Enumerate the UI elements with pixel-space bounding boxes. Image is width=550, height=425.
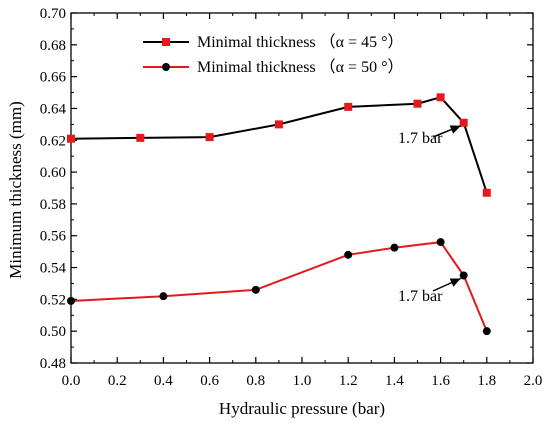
series-1-point (274, 120, 283, 129)
y-tick-label: 0.60 (40, 165, 66, 181)
x-axis-title: Hydraulic pressure (bar) (219, 399, 385, 418)
series-1-point (344, 102, 353, 111)
x-tick-label: 2.0 (524, 373, 543, 389)
series-2-point (436, 238, 445, 247)
x-tick-label: 1.6 (431, 373, 450, 389)
series-1-point (136, 133, 145, 142)
x-tick-label: 1.2 (339, 373, 358, 389)
series-2-line (70, 241, 488, 332)
x-tick-label: 0.8 (246, 373, 265, 389)
legend-label-series-2: Minimal thickness （α = 50 °） (197, 58, 403, 76)
y-tick-label: 0.50 (40, 324, 66, 340)
annotation-arrows (432, 125, 462, 292)
annotation-label-series-2: 1.7 bar (398, 288, 443, 305)
legend: Minimal thickness （α = 45 °） Minimal thi… (197, 33, 403, 76)
series-2-point (67, 296, 75, 305)
y-tick-label: 0.52 (40, 292, 66, 308)
y-tick-label: 0.56 (40, 229, 67, 245)
y-tick-label: 0.66 (40, 70, 67, 86)
legend-marker-series-2 (162, 63, 170, 71)
x-tick-label: 1.8 (477, 373, 496, 389)
legend-label-series-1: Minimal thickness （α = 45 °） (197, 33, 403, 51)
series-1-point (205, 133, 214, 142)
annotation-arrow-head (449, 278, 461, 287)
series-1-point (482, 188, 491, 197)
annotation-arrow-head (449, 125, 461, 134)
y-tick-label: 0.62 (40, 133, 66, 149)
x-tick-label: 0.0 (62, 373, 81, 389)
series-2-point (459, 271, 468, 280)
series-1-point (459, 118, 468, 127)
series-2-point (390, 243, 399, 252)
series-1-point (413, 99, 422, 108)
y-axis-title: Minimum thickness (mm) (6, 101, 25, 279)
x-tick-label: 0.6 (200, 373, 219, 389)
y-tick-label: 0.68 (40, 38, 66, 54)
x-tick-label: 0.4 (154, 373, 173, 389)
annotations: 1.7 bar 1.7 bar (398, 130, 443, 305)
data-series (67, 93, 491, 336)
series-2-point (482, 327, 491, 336)
legend-samples (143, 38, 189, 71)
annotation-label-series-1: 1.7 bar (398, 130, 443, 147)
axes: 0.0 0.2 0.4 0.6 0.8 1.0 1.2 1.4 1.6 1.8 2.0 0.48 0.5… (40, 6, 543, 389)
legend-marker-series-1 (162, 38, 170, 46)
series-1-point (436, 93, 445, 102)
y-tick-label: 0.54 (40, 261, 67, 277)
y-tick-label: 0.64 (40, 101, 67, 117)
y-tick-label: 0.58 (40, 197, 66, 213)
y-tick-label: 0.48 (40, 356, 66, 372)
x-tick-label: 1.4 (385, 373, 404, 389)
series-1-point (67, 134, 75, 143)
x-tick-label: 1.0 (293, 373, 312, 389)
series-2-point (344, 250, 353, 259)
y-tick-label: 0.70 (40, 6, 66, 22)
x-tick-label: 0.2 (108, 373, 127, 389)
series-2-point (159, 292, 168, 301)
series-2-point (251, 285, 260, 294)
